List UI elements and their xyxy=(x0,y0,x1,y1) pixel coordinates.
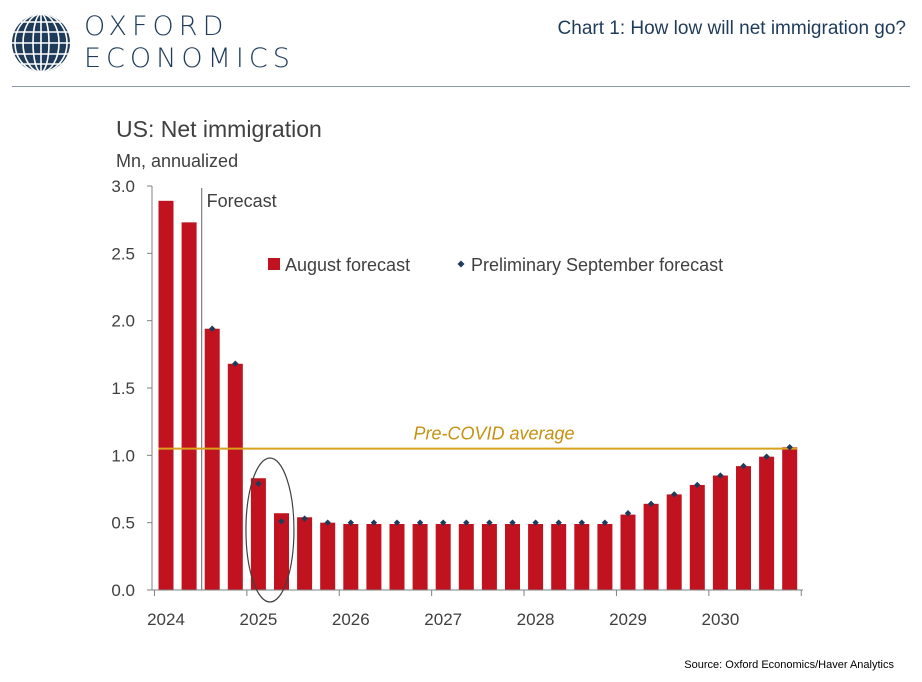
september-forecast-marker xyxy=(786,444,793,451)
september-forecast-marker xyxy=(463,519,470,526)
forecast-label: Forecast xyxy=(207,191,277,211)
september-forecast-marker xyxy=(370,519,378,526)
page-title: Chart 1: How low will net immigration go… xyxy=(557,18,906,39)
september-forecast-marker xyxy=(301,515,308,522)
bar xyxy=(343,524,359,590)
y-tick-label: 3.0 xyxy=(111,177,135,196)
bar xyxy=(481,524,497,590)
september-forecast-marker xyxy=(393,519,401,526)
legend-label-august: August forecast xyxy=(285,255,410,275)
bar xyxy=(736,466,751,590)
bar xyxy=(782,447,798,590)
bar xyxy=(620,514,636,590)
bar xyxy=(181,222,197,591)
x-tick-label: 2024 xyxy=(147,610,185,629)
y-tick-label: 1.0 xyxy=(111,446,135,465)
september-forecast-marker xyxy=(578,519,585,526)
x-tick-label: 2029 xyxy=(609,610,647,629)
september-forecast-marker xyxy=(763,453,770,460)
bar xyxy=(227,363,243,590)
oxford-economics-logo: OXFORD ECONOMICS xyxy=(10,10,290,76)
y-tick-label: 0.5 xyxy=(111,514,135,533)
y-axis-unit-label: Mn, annualized xyxy=(116,151,239,171)
header-divider xyxy=(12,86,910,87)
bar xyxy=(689,484,705,590)
bar xyxy=(204,328,220,590)
y-tick-label: 1.5 xyxy=(111,379,135,398)
globe-icon xyxy=(12,14,70,72)
legend-label-september: Preliminary September forecast xyxy=(471,255,723,275)
september-forecast-marker xyxy=(694,481,701,489)
bar xyxy=(458,524,474,590)
bar xyxy=(666,494,682,590)
x-tick-label: 2025 xyxy=(239,610,277,629)
september-forecast-marker xyxy=(509,519,516,526)
x-tick-label: 2026 xyxy=(332,610,370,629)
x-tick-label: 2028 xyxy=(517,610,555,629)
y-tick-label: 2.5 xyxy=(111,244,135,263)
x-tick-label: 2030 xyxy=(701,610,739,629)
september-forecast-marker xyxy=(255,480,262,487)
september-forecast-marker xyxy=(647,500,655,508)
september-forecast-marker xyxy=(209,325,216,332)
highlight-ellipse xyxy=(245,457,295,603)
bar xyxy=(551,524,567,590)
bar xyxy=(158,200,174,590)
logo-line1: OXFORD xyxy=(84,11,229,42)
september-forecast-marker xyxy=(347,519,354,526)
september-forecast-marker xyxy=(717,472,724,479)
september-forecast-marker xyxy=(601,519,609,526)
september-forecast-marker xyxy=(671,491,678,498)
bar xyxy=(250,478,266,590)
bar xyxy=(320,522,336,590)
bar xyxy=(366,524,382,590)
september-forecast-marker xyxy=(278,518,285,525)
bar xyxy=(643,503,659,590)
x-tick-label: 2027 xyxy=(424,610,462,629)
bar xyxy=(574,524,590,590)
bar xyxy=(412,524,428,590)
y-tick-label: 2.0 xyxy=(111,312,135,331)
bar xyxy=(297,517,313,590)
september-forecast-marker xyxy=(440,519,447,526)
y-tick-label: 0.0 xyxy=(111,581,135,600)
source-note: Source: Oxford Economics/Haver Analytics xyxy=(684,659,894,671)
bar xyxy=(528,524,544,590)
bar xyxy=(759,456,775,590)
september-forecast-marker xyxy=(532,519,539,526)
september-forecast-marker xyxy=(740,462,747,470)
bar xyxy=(597,524,613,590)
bar xyxy=(712,475,728,590)
bar xyxy=(435,524,451,590)
september-forecast-marker xyxy=(624,510,632,517)
september-forecast-marker xyxy=(555,519,562,526)
bar xyxy=(505,524,520,590)
september-forecast-marker xyxy=(324,519,331,526)
bar xyxy=(274,513,289,590)
legend-swatch-august xyxy=(268,258,280,270)
september-forecast-marker xyxy=(486,519,493,526)
september-forecast-marker xyxy=(232,360,239,367)
chart-title: US: Net immigration xyxy=(116,116,322,142)
pre-covid-average-label: Pre-COVID average xyxy=(413,424,574,444)
bar xyxy=(389,524,405,590)
september-forecast-marker xyxy=(416,519,424,526)
legend-marker-september xyxy=(457,260,465,268)
logo-line2: ECONOMICS xyxy=(84,43,295,74)
